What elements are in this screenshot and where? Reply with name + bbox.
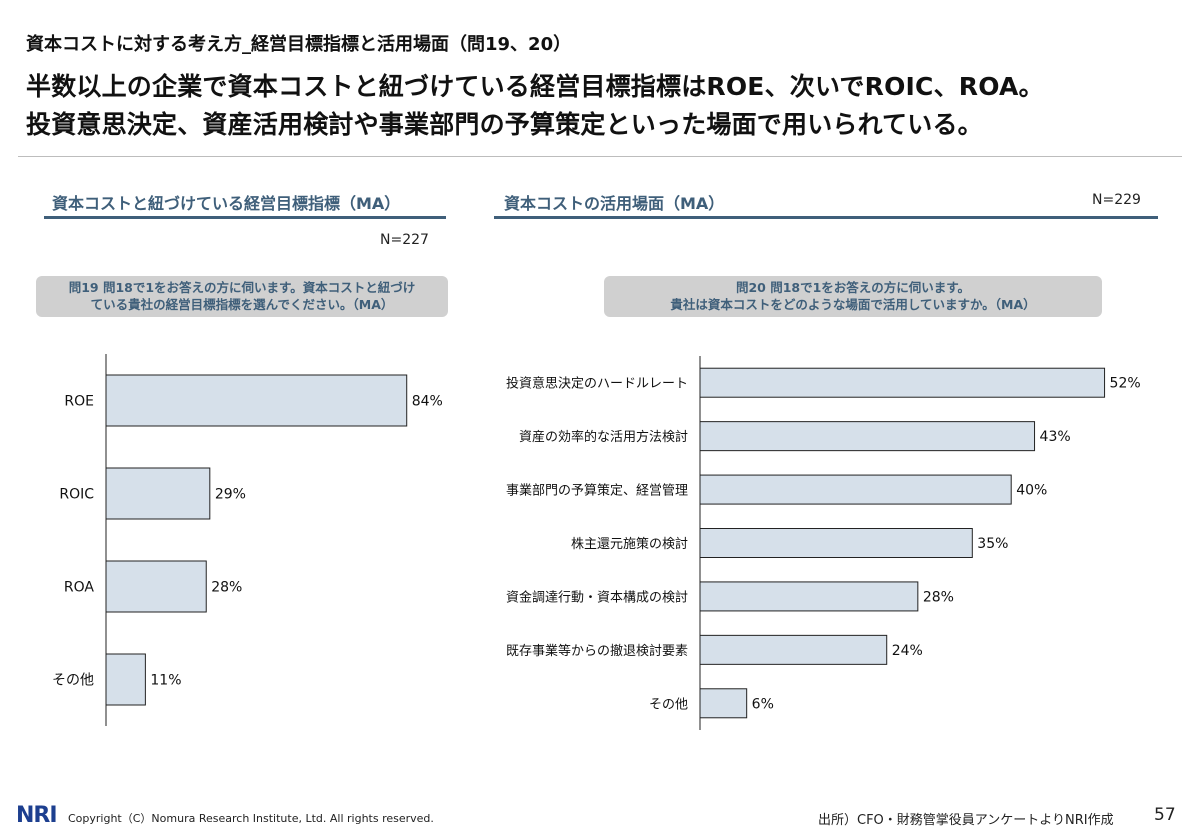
footer-source: 出所）CFO・財務管掌役員アンケートよりNRI作成 — [818, 813, 1114, 828]
right-chart-value-label: 43% — [1040, 429, 1071, 445]
right-chart-value-label: 35% — [977, 536, 1008, 552]
left-chart-category-label: その他 — [52, 673, 94, 689]
chart-right: 投資意思決定のハードルレート 52% 資産の効率的な活用方法検討 43% 事業部門の予算… — [506, 356, 1141, 730]
left-panel-title: 資本コストと紐づけている経営目標指標（MA） — [52, 194, 401, 213]
right-chart-bar — [699, 367, 1106, 398]
left-chart-value-label: 84% — [412, 394, 443, 410]
right-chart-value-label: 24% — [892, 643, 923, 659]
left-chart-category-label: ROA — [64, 580, 95, 596]
left-chart-bar — [105, 467, 211, 520]
right-chart-bar — [699, 528, 973, 558]
right-question-line-2: 貴社は資本コストをどのような場面で活用していますか。（MA） — [670, 297, 1036, 312]
left-chart-category-label: ROIC — [59, 487, 94, 503]
right-question-box: 問20 問18で1をお答えの方に伺います。 貴社は資本コストをどのような場面で活… — [604, 276, 1102, 317]
right-chart-value-label: 6% — [752, 696, 774, 712]
left-question-line-2: ている貴社の経営目標指標を選んでください。（MA） — [90, 297, 394, 312]
right-chart-category-label: 資産の効率的な活用方法検討 — [519, 429, 688, 445]
right-chart-bar — [699, 581, 919, 612]
right-chart-category-label: その他 — [649, 697, 688, 712]
right-chart-category-label: 資金調達行動・資本構成の検討 — [506, 589, 688, 605]
right-panel-title: 資本コストの活用場面（MA） — [504, 194, 725, 213]
right-chart-bar — [699, 688, 748, 719]
left-chart-category-label: ROE — [64, 394, 94, 410]
headline-line-1: 半数以上の企業で資本コストと紐づけている経営目標指標はROE、次いでROIC、R… — [26, 72, 1044, 101]
left-chart-bar — [105, 653, 146, 706]
right-chart-category-label: 既存事業等からの撤退検討要素 — [506, 643, 688, 659]
right-chart-value-label: 40% — [1016, 483, 1047, 499]
left-question-box: 問19 問18で1をお答えの方に伺います。資本コストと紐づけ ている貴社の経営目… — [36, 276, 448, 317]
right-chart-bar — [699, 421, 1036, 452]
left-chart-bar — [105, 374, 408, 427]
left-chart-value-label: 28% — [211, 580, 242, 596]
right-question-line-1: 問20 問18で1をお答えの方に伺います。 — [735, 280, 971, 295]
chart-left: ROE 84% ROIC 29% ROA 28% その他 11% — [52, 354, 443, 726]
right-chart-bar — [699, 474, 1012, 505]
right-chart-value-label: 52% — [1110, 376, 1141, 392]
headline: 半数以上の企業で資本コストと紐づけている経営目標指標はROE、次いでROIC、R… — [26, 68, 1044, 144]
slide-subtitle: 資本コストに対する考え方_経営目標指標と活用場面（問19、20） — [26, 34, 572, 55]
footer-copyright: Copyright（C）Nomura Research Institute, L… — [68, 812, 434, 825]
nri-logo: NRI — [16, 803, 58, 828]
left-panel-rule — [44, 216, 446, 219]
left-question-line-1: 問19 問18で1をお答えの方に伺います。資本コストと紐づけ — [68, 280, 416, 295]
left-chart-value-label: 29% — [215, 487, 246, 503]
left-chart-value-label: 11% — [150, 673, 181, 689]
page-number: 57 — [1154, 805, 1176, 825]
headline-line-2: 投資意思決定、資産活用検討や事業部門の予算策定といった場面で用いられている。 — [26, 110, 983, 139]
right-chart-category-label: 投資意思決定のハードルレート — [506, 376, 688, 392]
right-chart-bar — [699, 634, 888, 665]
right-chart-category-label: 株主還元施策の検討 — [571, 536, 688, 552]
left-chart-bar — [105, 560, 207, 613]
right-sample-size: N=229 — [1092, 192, 1141, 208]
left-sample-size: N=227 — [380, 232, 429, 248]
right-chart-value-label: 28% — [923, 589, 954, 605]
header-divider — [18, 156, 1182, 157]
right-panel-rule — [494, 216, 1158, 219]
right-chart-category-label: 事業部門の予算策定、経営管理 — [506, 483, 688, 499]
